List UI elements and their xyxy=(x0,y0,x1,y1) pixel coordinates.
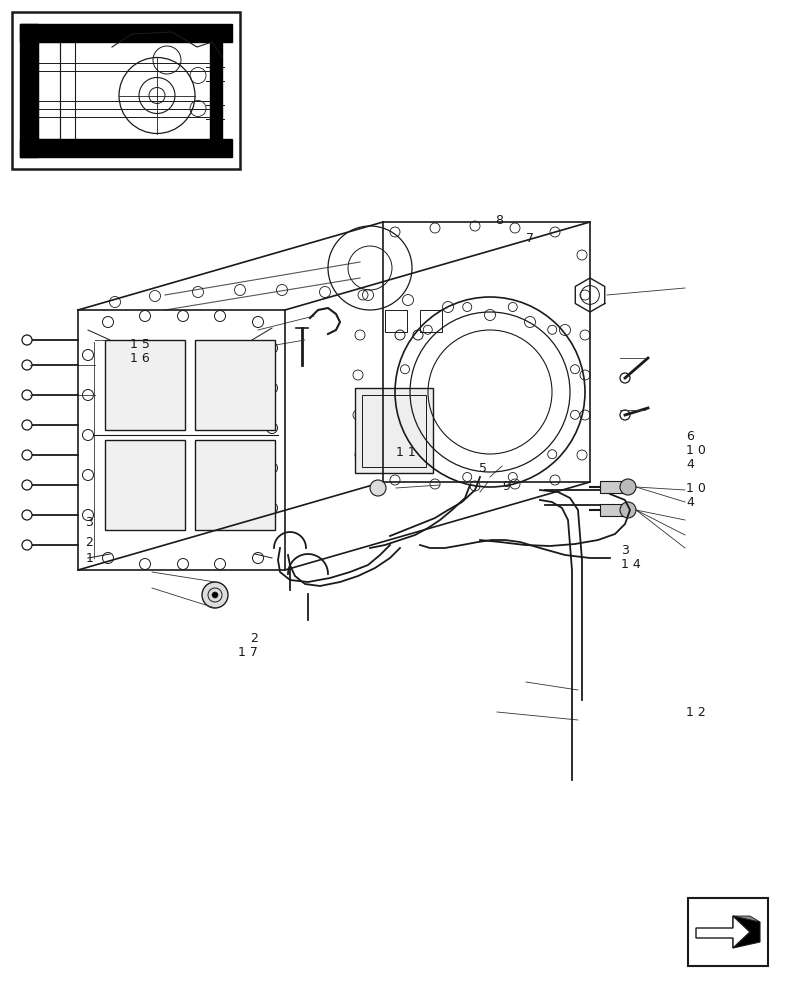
Text: 1 1: 1 1 xyxy=(396,446,415,458)
Polygon shape xyxy=(695,916,749,948)
Text: 4: 4 xyxy=(685,458,693,472)
Bar xyxy=(687,898,767,966)
Circle shape xyxy=(620,479,635,495)
Circle shape xyxy=(22,480,32,490)
Polygon shape xyxy=(20,24,38,157)
Circle shape xyxy=(22,390,32,400)
Bar xyxy=(12,12,240,169)
Polygon shape xyxy=(20,24,232,42)
Circle shape xyxy=(22,335,32,345)
Polygon shape xyxy=(732,916,759,922)
Circle shape xyxy=(22,510,32,520)
Text: 1 2: 1 2 xyxy=(685,706,705,718)
Text: 4: 4 xyxy=(685,495,693,508)
Circle shape xyxy=(620,502,635,518)
Bar xyxy=(599,481,627,493)
Text: 7: 7 xyxy=(526,232,534,244)
Bar xyxy=(195,340,275,430)
Bar xyxy=(105,340,185,430)
Text: 1 4: 1 4 xyxy=(620,558,640,572)
Bar xyxy=(195,440,275,530)
Circle shape xyxy=(202,582,228,608)
Text: 9: 9 xyxy=(501,481,509,493)
Circle shape xyxy=(22,420,32,430)
Bar xyxy=(419,310,441,332)
Text: 1 0: 1 0 xyxy=(685,482,705,494)
Text: 1 5: 1 5 xyxy=(131,338,150,351)
Circle shape xyxy=(22,450,32,460)
Circle shape xyxy=(22,540,32,550)
Polygon shape xyxy=(20,139,232,157)
Bar xyxy=(38,42,60,139)
Text: 1 6: 1 6 xyxy=(131,352,150,364)
Circle shape xyxy=(22,360,32,370)
Bar xyxy=(384,310,406,332)
Text: 5: 5 xyxy=(478,462,487,475)
Text: 1 0: 1 0 xyxy=(685,444,705,458)
Bar xyxy=(60,37,75,144)
Polygon shape xyxy=(210,42,221,141)
Text: 2: 2 xyxy=(85,536,93,548)
Bar xyxy=(362,395,426,467)
Text: 3: 3 xyxy=(85,516,93,528)
Text: 1: 1 xyxy=(85,552,93,564)
Circle shape xyxy=(370,480,385,496)
Circle shape xyxy=(212,592,217,598)
Bar xyxy=(599,504,627,516)
Text: 1 7: 1 7 xyxy=(238,646,258,658)
Text: 6: 6 xyxy=(685,430,693,444)
Text: 2: 2 xyxy=(250,632,258,645)
Bar xyxy=(105,440,185,530)
Bar xyxy=(354,388,432,473)
Text: 8: 8 xyxy=(495,214,503,227)
Polygon shape xyxy=(732,916,759,948)
Text: 3: 3 xyxy=(620,544,629,556)
